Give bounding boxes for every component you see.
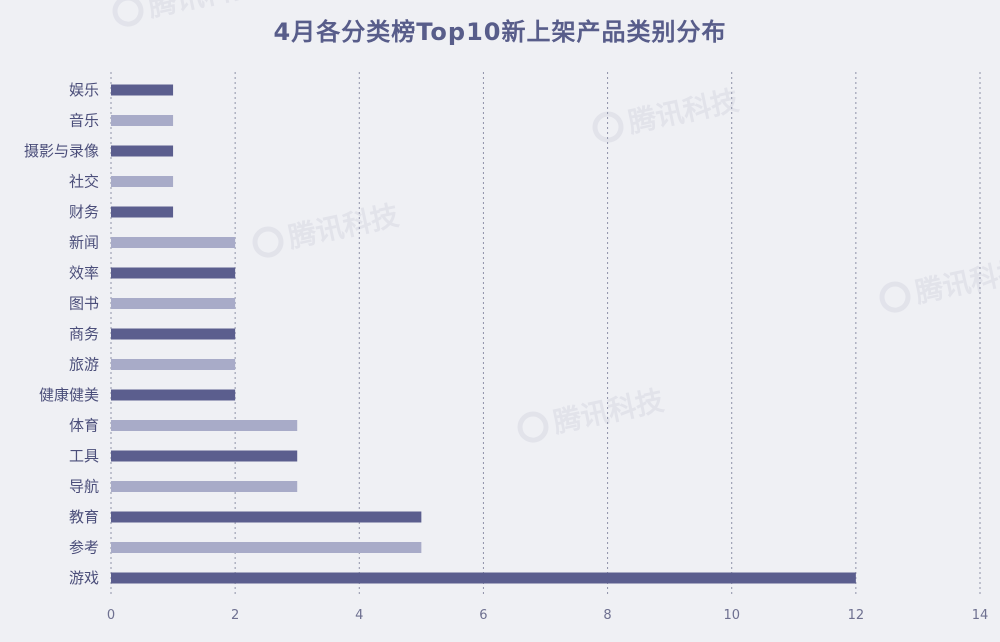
x-tick-label: 0 bbox=[107, 608, 115, 623]
tencent-logo-icon bbox=[879, 281, 911, 313]
category-label: 新闻 bbox=[69, 234, 99, 252]
category-label: 旅游 bbox=[69, 356, 99, 374]
watermark: 腾讯科技 bbox=[879, 254, 1000, 313]
x-tick-label: 12 bbox=[848, 608, 865, 623]
category-label: 游戏 bbox=[69, 569, 99, 587]
watermark: 腾讯科技 bbox=[112, 0, 262, 27]
tencent-logo-icon bbox=[252, 226, 284, 258]
category-label: 体育 bbox=[69, 417, 99, 435]
watermark-text: 腾讯科技 bbox=[625, 84, 741, 140]
category-label: 社交 bbox=[69, 173, 99, 191]
watermark-text: 腾讯科技 bbox=[912, 254, 1000, 310]
tencent-logo-icon bbox=[592, 111, 624, 143]
watermark-layer: 腾讯科技腾讯科技腾讯科技腾讯科技腾讯科技 bbox=[112, 0, 1000, 443]
watermark-text: 腾讯科技 bbox=[550, 384, 666, 440]
bar bbox=[111, 389, 236, 401]
chart-title: 4月各分类榜Top10新上架产品类别分布 bbox=[273, 18, 727, 46]
bar bbox=[111, 145, 174, 157]
category-label: 音乐 bbox=[69, 112, 99, 130]
bar bbox=[111, 298, 236, 309]
x-tick-label: 6 bbox=[479, 608, 487, 623]
bar bbox=[111, 115, 174, 126]
bar bbox=[111, 237, 236, 248]
category-label: 商务 bbox=[69, 325, 99, 343]
watermark: 腾讯科技 bbox=[252, 199, 402, 258]
bar bbox=[111, 267, 236, 279]
bar bbox=[111, 359, 236, 370]
watermark: 腾讯科技 bbox=[592, 84, 742, 143]
category-label: 娱乐 bbox=[69, 81, 99, 99]
bar bbox=[111, 481, 298, 492]
x-tick-label: 8 bbox=[603, 608, 611, 623]
x-tick-label: 10 bbox=[723, 608, 740, 623]
bar bbox=[111, 206, 174, 218]
tencent-logo-icon bbox=[112, 0, 144, 27]
bar bbox=[111, 572, 856, 584]
bar bbox=[111, 542, 422, 553]
watermark-text: 腾讯科技 bbox=[145, 0, 261, 23]
x-tick-label: 2 bbox=[231, 608, 239, 623]
watermark: 腾讯科技 bbox=[517, 384, 667, 443]
bar bbox=[111, 84, 174, 96]
tencent-logo-icon bbox=[517, 411, 549, 443]
category-label: 图书 bbox=[69, 295, 99, 313]
category-label: 效率 bbox=[69, 264, 99, 282]
bar-series bbox=[111, 84, 856, 584]
bar bbox=[111, 176, 174, 187]
x-tick-label: 14 bbox=[972, 608, 989, 623]
bar bbox=[111, 450, 298, 462]
category-label: 健康健美 bbox=[39, 386, 99, 404]
bar bbox=[111, 511, 422, 523]
x-tick-label: 4 bbox=[355, 608, 363, 623]
x-tick-labels: 0 2 4 6 8 10 12 14 bbox=[107, 608, 988, 623]
watermark-text: 腾讯科技 bbox=[285, 199, 401, 255]
category-label: 财务 bbox=[69, 203, 99, 221]
category-label: 工具 bbox=[69, 447, 99, 465]
category-label: 摄影与录像 bbox=[24, 142, 99, 160]
category-label: 参考 bbox=[69, 539, 99, 557]
bar bbox=[111, 420, 298, 431]
category-label: 教育 bbox=[69, 508, 99, 526]
category-label: 导航 bbox=[69, 478, 99, 496]
bar bbox=[111, 328, 236, 340]
